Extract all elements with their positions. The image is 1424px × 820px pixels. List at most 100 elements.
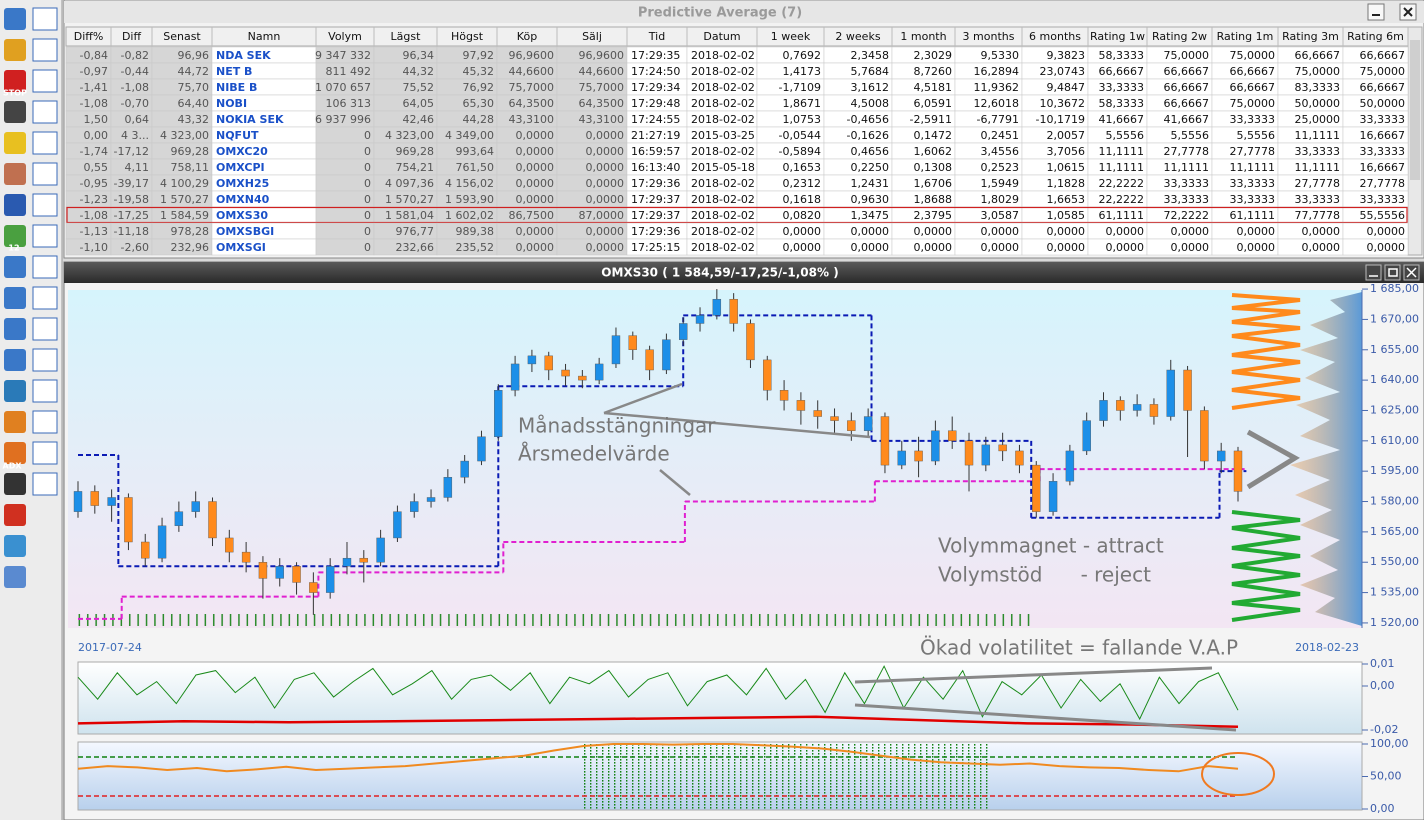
candle-body [880, 416, 890, 466]
price-chart: 1 685,00 1 670,00 1 655,00 1 640,00 1 625,00… [73, 282, 1419, 629]
tool-icon[interactable] [4, 225, 26, 247]
tool-icon[interactable] [32, 441, 58, 465]
table-cell-text: 5,5556 [1171, 129, 1210, 142]
column-header: Köp [517, 30, 537, 43]
dotted-zone [580, 744, 990, 810]
tool-icon[interactable] [4, 70, 26, 92]
table-cell-text: 17:24:55 [631, 113, 680, 126]
table-cell-text: 75,0000 [1164, 49, 1210, 62]
y-tick-label: 1 640,00 [1370, 373, 1419, 386]
tool-icon[interactable] [4, 8, 26, 30]
table-cell-text: 0,0000 [1106, 225, 1145, 238]
tool-icon[interactable] [4, 256, 26, 278]
table-cell-text: 0,0000 [516, 129, 555, 142]
table-cell-text: -2,60 [121, 241, 149, 254]
minimize-button[interactable] [1367, 3, 1385, 21]
tool-icon[interactable] [4, 380, 26, 402]
tool-icon[interactable] [4, 566, 26, 588]
candle-body [796, 400, 806, 411]
table-cell-text: 2018-02-02 [691, 225, 755, 238]
table-cell-text: 43,32 [178, 113, 210, 126]
volume-ticks [78, 614, 1033, 626]
tool-label: 12 [8, 244, 19, 253]
table-cell-text: 0,0000 [1367, 225, 1406, 238]
table-cell-text: 17:29:37 [631, 193, 680, 206]
column-header: 3 months [963, 30, 1015, 43]
tool-icon[interactable] [32, 38, 58, 62]
tool-icon[interactable] [4, 504, 26, 526]
tool-icon[interactable] [32, 224, 58, 248]
candle-body [863, 416, 873, 431]
column-header: Namn [248, 30, 281, 43]
table-cell-text: 0,0000 [783, 225, 822, 238]
table-cell-text: 1,6706 [914, 177, 953, 190]
tool-icon[interactable] [32, 472, 58, 496]
candle-body [376, 537, 385, 563]
table-cell-text: 4 097,36 [385, 177, 434, 190]
table-cell-text: -0,95 [80, 177, 108, 190]
table-cell-text: 33,3333 [1360, 193, 1406, 206]
tool-icon[interactable] [4, 101, 26, 123]
table-cell-text: 3,1612 [851, 81, 890, 94]
table-cell-text: -1,10 [80, 241, 108, 254]
tool-icon[interactable] [32, 286, 58, 310]
candle-body [679, 323, 688, 340]
toolbar-icons: STOP 12 ADX [3, 7, 58, 588]
minimize-button[interactable] [1365, 264, 1382, 281]
y-tick-label: 100,00 [1370, 737, 1409, 750]
y-tick-label: -0,02 [1370, 723, 1398, 736]
table-cell-text: 21:27:19 [631, 129, 680, 142]
tool-icon[interactable] [32, 410, 58, 434]
scroll-thumb[interactable] [1410, 40, 1420, 180]
table-cell-text: 44,28 [463, 113, 495, 126]
tool-icon[interactable] [32, 131, 58, 155]
table-cell-text: 0 [364, 177, 371, 190]
table-cell-text: 0,0000 [981, 241, 1020, 254]
tool-icon[interactable] [32, 379, 58, 403]
table-cell-text: 0,0000 [1237, 225, 1276, 238]
table-cell-text: 976,77 [396, 225, 435, 238]
tool-icon[interactable] [32, 7, 58, 31]
table-cell-text: 5,5556 [1237, 129, 1276, 142]
tool-icon[interactable] [4, 39, 26, 61]
tool-icon[interactable] [32, 317, 58, 341]
oscillator-line [77, 665, 1239, 721]
selected-row [66, 206, 1408, 224]
candle-body [561, 369, 570, 377]
tool-icon[interactable] [32, 193, 58, 217]
tool-icon[interactable] [4, 535, 26, 557]
tool-icon[interactable] [4, 442, 26, 464]
table-cell-text: 0 [364, 241, 371, 254]
tool-icon[interactable] [4, 163, 26, 185]
tool-icon[interactable] [4, 411, 26, 433]
tool-icon[interactable] [32, 255, 58, 279]
table-cell-text: NIBE B [216, 81, 257, 94]
tool-icon[interactable] [4, 194, 26, 216]
tool-icon[interactable] [32, 348, 58, 372]
candle-body [914, 450, 923, 462]
tool-icon[interactable] [4, 473, 26, 495]
tool-icon[interactable] [32, 100, 58, 124]
table-cell-text: -0,1626 [847, 129, 889, 142]
table-cell-text: 2018-02-02 [691, 145, 755, 158]
candle-body [241, 551, 251, 563]
candle-body [1116, 400, 1125, 411]
candle-body [225, 537, 234, 553]
table-cell-text: 1,0753 [783, 113, 822, 126]
chart-window-buttons[interactable] [1365, 264, 1420, 281]
table-cell-text: 5,5556 [1106, 129, 1145, 142]
candle-body [1216, 450, 1226, 462]
table-cell-text: 0,2523 [981, 161, 1020, 174]
table-cell-text: 0,0000 [586, 161, 625, 174]
candle-body [494, 390, 503, 437]
table-cell-text: 1,5949 [981, 177, 1020, 190]
tool-icon[interactable] [32, 69, 58, 93]
tool-icon[interactable] [32, 162, 58, 186]
table-cell-text: 50,0000 [1360, 97, 1406, 110]
tool-icon[interactable] [4, 287, 26, 309]
tool-icon[interactable] [4, 318, 26, 340]
table-cell-text: 0,0000 [586, 193, 625, 206]
tool-icon[interactable] [4, 349, 26, 371]
tool-icon[interactable] [4, 132, 26, 154]
